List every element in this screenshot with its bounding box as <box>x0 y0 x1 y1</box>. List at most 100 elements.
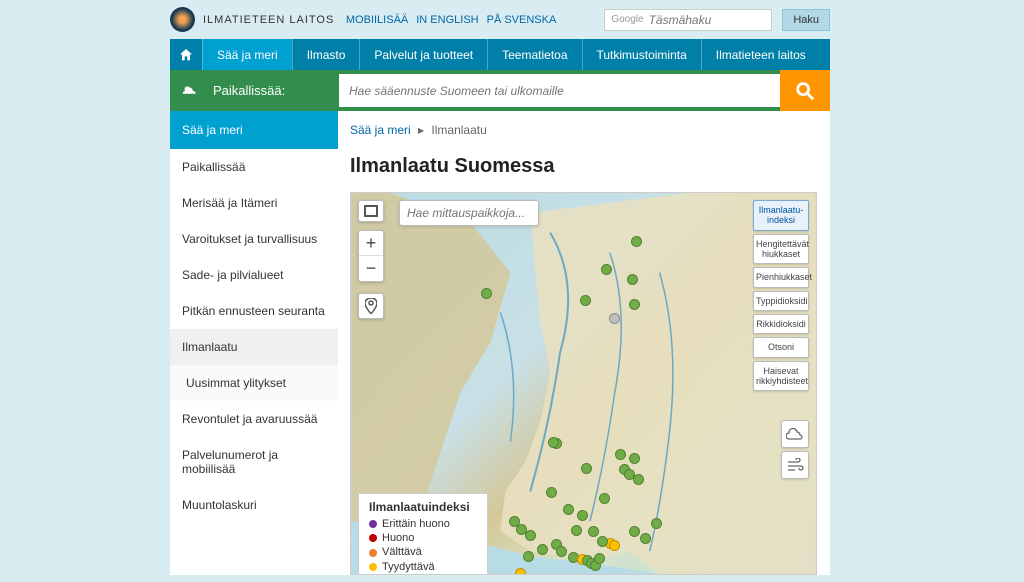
main-content: Sää ja meri ▸ Ilmanlaatu Ilmanlaatu Suom… <box>338 111 830 575</box>
station-marker[interactable] <box>525 530 536 541</box>
layer-rikkidioksidi[interactable]: Rikkidioksidi <box>753 314 809 334</box>
station-marker[interactable] <box>629 299 640 310</box>
nav-palvelut[interactable]: Palvelut ja tuotteet <box>359 39 487 70</box>
station-marker[interactable] <box>588 526 599 537</box>
cloud-icon <box>786 427 804 441</box>
sidebar-item-merisaa[interactable]: Merisää ja Itämeri <box>170 185 338 221</box>
site-logo[interactable]: ILMATIETEEN LAITOS <box>170 7 334 32</box>
link-svenska[interactable]: PÅ SVENSKA <box>487 14 557 26</box>
legend-row: Erittäin huono <box>369 517 477 531</box>
legend-label: Välttävä <box>382 545 422 559</box>
breadcrumb-parent[interactable]: Sää ja meri <box>350 123 411 137</box>
station-marker[interactable] <box>546 487 557 498</box>
station-marker[interactable] <box>594 553 605 564</box>
station-marker[interactable] <box>515 568 526 575</box>
logo-text: ILMATIETEEN LAITOS <box>203 14 334 26</box>
local-weather-label: Paikallissää: <box>211 83 339 98</box>
station-marker[interactable] <box>633 474 644 485</box>
map-search-input[interactable] <box>399 200 539 226</box>
air-quality-map[interactable]: + − Ilmanlaatu-indeksi Hengitettävät hiu… <box>350 192 817 575</box>
sidebar-item-sade[interactable]: Sade- ja pilvialueet <box>170 257 338 293</box>
site-search-input[interactable] <box>649 13 766 27</box>
station-marker[interactable] <box>571 525 582 536</box>
map-locate-button[interactable] <box>358 293 384 319</box>
station-marker[interactable] <box>581 463 592 474</box>
map-wind-toggle[interactable] <box>781 451 809 479</box>
legend-row: Huono <box>369 531 477 545</box>
station-marker[interactable] <box>597 536 608 547</box>
sidebar-item-ilmanlaatu[interactable]: Ilmanlaatu <box>170 329 338 365</box>
header-links: MOBIILISÄÄ IN ENGLISH PÅ SVENSKA <box>346 14 556 26</box>
sidebar-item-uusimmat[interactable]: Uusimmat ylitykset <box>170 365 338 401</box>
logo-icon <box>170 7 195 32</box>
main-nav: Sää ja meri Ilmasto Palvelut ja tuotteet… <box>170 39 830 70</box>
nav-ilmasto[interactable]: Ilmasto <box>292 39 360 70</box>
nav-tutkimus[interactable]: Tutkimustoiminta <box>582 39 701 70</box>
site-search-button[interactable]: Haku <box>782 9 830 31</box>
page-title: Ilmanlaatu Suomessa <box>350 155 830 178</box>
layer-ilmanlaatu-indeksi[interactable]: Ilmanlaatu-indeksi <box>753 200 809 231</box>
station-marker[interactable] <box>481 288 492 299</box>
station-marker[interactable] <box>651 518 662 529</box>
sidebar: Sää ja meri Paikallissää Merisää ja Itäm… <box>170 111 338 575</box>
search-icon <box>794 80 816 102</box>
layer-pienhiukkaset[interactable]: Pienhiukkaset <box>753 267 809 287</box>
breadcrumb-current: Ilmanlaatu <box>431 123 486 137</box>
nav-saa-ja-meri[interactable]: Sää ja meri <box>202 39 292 70</box>
local-weather-go[interactable] <box>780 70 830 111</box>
legend-dot <box>369 534 377 542</box>
legend-label: Erittäin huono <box>382 517 450 531</box>
map-zoom-in[interactable]: + <box>359 231 383 256</box>
home-icon <box>178 47 194 63</box>
layer-typpidioksidi[interactable]: Typpidioksidi <box>753 291 809 311</box>
nav-home[interactable] <box>170 39 202 70</box>
sidebar-item-muuntolaskuri[interactable]: Muuntolaskuri <box>170 487 338 523</box>
legend-title: Ilmanlaatuindeksi <box>369 500 477 514</box>
map-fullscreen-button[interactable] <box>358 200 384 222</box>
sidebar-item-paikallissaa[interactable]: Paikallissää <box>170 149 338 185</box>
link-mobiilis[interactable]: MOBIILISÄÄ <box>346 14 408 26</box>
station-marker[interactable] <box>609 313 620 324</box>
map-zoom-out[interactable]: − <box>359 256 383 281</box>
weather-icon <box>170 80 211 102</box>
sidebar-item-revontulet[interactable]: Revontulet ja avaruussää <box>170 401 338 437</box>
link-english[interactable]: IN ENGLISH <box>416 14 478 26</box>
station-marker[interactable] <box>577 510 588 521</box>
station-marker[interactable] <box>580 295 591 306</box>
station-marker[interactable] <box>537 544 548 555</box>
layer-hengitettavat[interactable]: Hengitettävät hiukkaset <box>753 234 809 265</box>
nav-ilmatieteen-laitos[interactable]: Ilmatieteen laitos <box>701 39 820 70</box>
station-marker[interactable] <box>631 236 642 247</box>
wind-icon <box>786 458 804 472</box>
site-search: Google <box>604 9 772 31</box>
local-weather-input[interactable] <box>339 74 780 107</box>
sidebar-head[interactable]: Sää ja meri <box>170 111 338 149</box>
layer-haisevat[interactable]: Haisevat rikkiyhdisteet <box>753 361 809 392</box>
map-layer-buttons: Ilmanlaatu-indeksi Hengitettävät hiukkas… <box>753 200 809 391</box>
breadcrumb: Sää ja meri ▸ Ilmanlaatu <box>350 123 830 137</box>
map-icon-buttons <box>781 420 809 479</box>
sidebar-item-varoitukset[interactable]: Varoitukset ja turvallisuus <box>170 221 338 257</box>
map-zoom-control: + − <box>358 230 384 282</box>
map-legend: Ilmanlaatuindeksi Erittäin huonoHuonoVäl… <box>358 493 488 574</box>
station-marker[interactable] <box>548 437 559 448</box>
station-marker[interactable] <box>629 453 640 464</box>
station-marker[interactable] <box>556 546 567 557</box>
legend-label: Tyydyttävä <box>382 560 435 574</box>
nav-teematietoa[interactable]: Teematietoa <box>487 39 581 70</box>
station-marker[interactable] <box>615 449 626 460</box>
station-marker[interactable] <box>601 264 612 275</box>
station-marker[interactable] <box>627 274 638 285</box>
station-marker[interactable] <box>563 504 574 515</box>
breadcrumb-sep: ▸ <box>418 123 424 137</box>
fullscreen-icon <box>364 205 378 217</box>
sidebar-item-palvelunumerot[interactable]: Palvelunumerot ja mobiilisää <box>170 437 338 487</box>
station-marker[interactable] <box>523 551 534 562</box>
station-marker[interactable] <box>599 493 610 504</box>
station-marker[interactable] <box>640 533 651 544</box>
station-marker[interactable] <box>629 526 640 537</box>
sidebar-item-pitkan[interactable]: Pitkän ennusteen seuranta <box>170 293 338 329</box>
layer-otsoni[interactable]: Otsoni <box>753 337 809 357</box>
station-marker[interactable] <box>609 540 620 551</box>
map-weather-toggle[interactable] <box>781 420 809 448</box>
